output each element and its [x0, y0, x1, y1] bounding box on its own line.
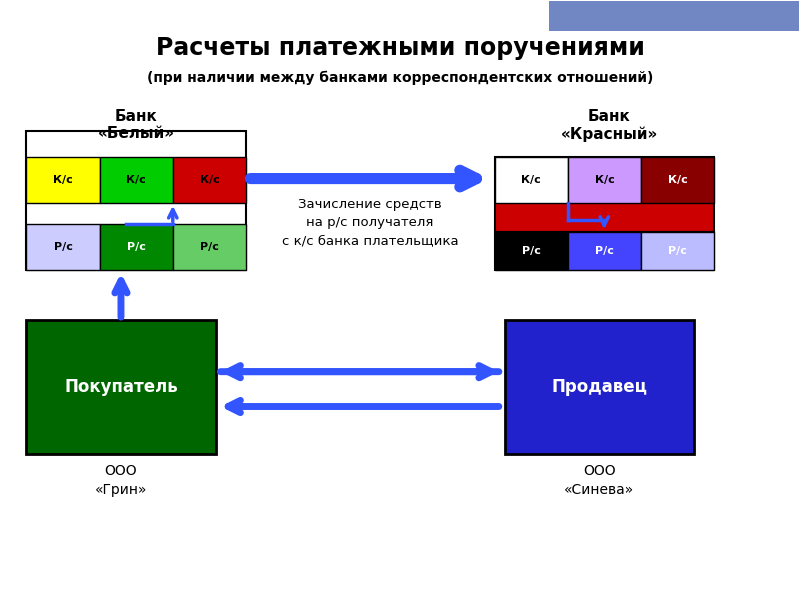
FancyBboxPatch shape — [641, 157, 714, 203]
Text: Р/с: Р/с — [126, 242, 146, 252]
FancyBboxPatch shape — [26, 320, 216, 454]
Text: К/с: К/с — [199, 175, 219, 185]
Text: Р/с: Р/с — [54, 242, 73, 252]
FancyBboxPatch shape — [550, 1, 798, 31]
Text: ООО
«Синева»: ООО «Синева» — [564, 464, 634, 497]
Text: Р/с: Р/с — [200, 242, 219, 252]
Text: К/с: К/с — [53, 175, 73, 185]
FancyBboxPatch shape — [641, 232, 714, 270]
FancyBboxPatch shape — [494, 157, 714, 232]
FancyBboxPatch shape — [99, 157, 173, 203]
Text: ООО
«Грин»: ООО «Грин» — [94, 464, 147, 497]
Text: Продавец: Продавец — [551, 378, 647, 396]
Text: К/с: К/с — [126, 175, 146, 185]
Text: Р/с: Р/с — [595, 246, 614, 256]
Text: (при наличии между банками корреспондентских отношений): (при наличии между банками корреспондент… — [147, 71, 653, 85]
Text: Зачисление средств
на р/с получателя
с к/с банка плательщика: Зачисление средств на р/с получателя с к… — [282, 198, 458, 247]
FancyBboxPatch shape — [494, 157, 568, 203]
Text: Банк
«Красный»: Банк «Красный» — [561, 109, 658, 142]
Text: Р/с: Р/с — [668, 246, 687, 256]
FancyBboxPatch shape — [99, 224, 173, 270]
Text: Банк
«Белый»: Банк «Белый» — [98, 109, 174, 141]
FancyBboxPatch shape — [173, 224, 246, 270]
Text: К/с: К/с — [522, 175, 542, 185]
FancyBboxPatch shape — [26, 131, 246, 270]
FancyBboxPatch shape — [494, 232, 568, 270]
FancyBboxPatch shape — [568, 157, 641, 203]
Text: К/с: К/с — [668, 175, 688, 185]
Text: Покупатель: Покупатель — [64, 378, 178, 396]
Text: К/с: К/с — [594, 175, 614, 185]
Text: Р/с: Р/с — [522, 246, 541, 256]
FancyBboxPatch shape — [505, 320, 694, 454]
FancyBboxPatch shape — [568, 232, 641, 270]
FancyBboxPatch shape — [173, 157, 246, 203]
FancyBboxPatch shape — [494, 232, 714, 270]
Text: Расчеты платежными поручениями: Расчеты платежными поручениями — [155, 36, 645, 60]
FancyBboxPatch shape — [26, 157, 99, 203]
FancyBboxPatch shape — [26, 224, 99, 270]
